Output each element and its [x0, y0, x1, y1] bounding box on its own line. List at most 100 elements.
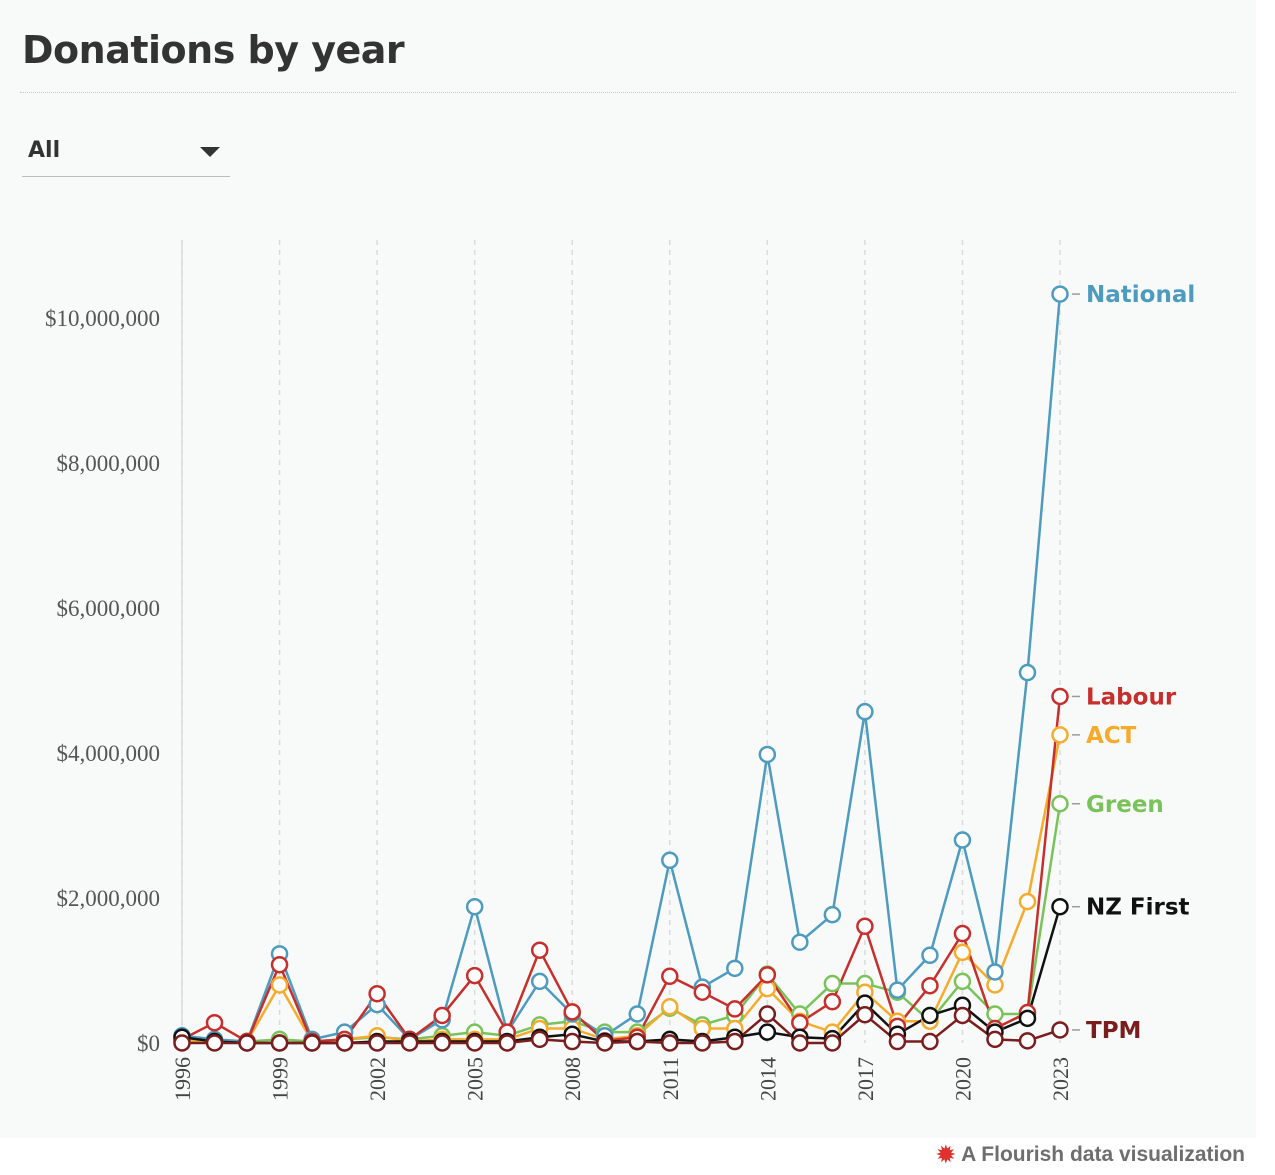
y-tick-label: $8,000,000 [57, 451, 161, 476]
data-point [758, 966, 777, 984]
data-point [270, 976, 289, 994]
x-tick-label: 2005 [463, 1057, 488, 1101]
series-label-green: Green [1086, 792, 1164, 818]
x-tick-label: 1999 [268, 1057, 293, 1101]
data-point [628, 1032, 647, 1051]
data-point [661, 998, 679, 1016]
series-label-labour: Labour [1086, 684, 1177, 710]
data-point [693, 1034, 712, 1052]
x-tick-label: 2014 [755, 1057, 780, 1101]
y-tick-label: $6,000,000 [57, 596, 161, 621]
data-point [693, 983, 712, 1001]
data-point [433, 1034, 451, 1052]
flourish-credit[interactable]: ✹ A Flourish data visualization [937, 1143, 1245, 1167]
title-divider [20, 92, 1236, 93]
data-point [628, 1005, 647, 1023]
y-tick-label: $10,000,000 [45, 306, 160, 331]
party-filter-dropdown[interactable]: All [22, 128, 230, 177]
data-point [856, 917, 874, 936]
data-point [726, 1000, 744, 1018]
series-line-green [182, 803, 1062, 1043]
series-label-act: ACT [1086, 723, 1137, 749]
data-point [758, 1023, 777, 1041]
data-point [1051, 795, 1069, 813]
data-point [270, 955, 289, 974]
filter-selected-value: All [28, 138, 61, 163]
data-point [921, 1032, 939, 1051]
x-tick-label: 1996 [170, 1057, 195, 1101]
data-point [758, 1005, 777, 1023]
data-point [791, 933, 809, 951]
data-point [1051, 897, 1069, 916]
data-point [173, 1034, 191, 1052]
data-point [661, 1034, 679, 1052]
data-point [530, 941, 549, 959]
data-point [530, 1030, 549, 1049]
data-point [1018, 663, 1037, 682]
data-point [238, 1034, 256, 1052]
y-tick-label: $2,000,000 [57, 886, 161, 911]
data-point [986, 1030, 1004, 1049]
data-point [888, 981, 907, 999]
data-point [205, 1013, 224, 1032]
data-point [986, 963, 1004, 981]
data-point [205, 1034, 224, 1052]
data-point [1051, 1021, 1069, 1039]
data-point [953, 924, 972, 943]
flourish-logo-icon: ✹ [936, 1142, 956, 1167]
data-point [661, 967, 679, 986]
data-point [270, 1034, 289, 1052]
data-point [1018, 1009, 1037, 1028]
data-point [856, 1005, 874, 1024]
data-point [791, 1034, 809, 1052]
data-point [888, 1032, 907, 1051]
series-line-national [181, 293, 1062, 1043]
series-label-national: National [1086, 282, 1195, 308]
page-title: Donations by year [22, 28, 405, 72]
data-point [335, 1034, 354, 1052]
series-line-labour [181, 696, 1062, 1043]
data-point [823, 974, 842, 993]
data-point [661, 851, 679, 870]
data-point [530, 972, 549, 991]
flourish-credit-text: A Flourish data visualization [961, 1143, 1245, 1166]
series-line-act [182, 734, 1062, 1043]
data-point [726, 1032, 744, 1051]
data-point [433, 1006, 451, 1025]
data-point [758, 745, 777, 764]
x-tick-label: 2011 [658, 1057, 683, 1100]
x-tick-label: 2017 [853, 1057, 878, 1101]
data-point [921, 946, 939, 965]
data-point [986, 1005, 1004, 1023]
data-point [791, 1013, 809, 1032]
x-tick-label: 2008 [560, 1057, 585, 1101]
data-point [953, 831, 972, 849]
data-point [823, 1034, 842, 1052]
caret-down-icon [200, 147, 220, 157]
data-point [368, 984, 386, 1003]
data-point [726, 959, 744, 978]
data-point [823, 905, 842, 924]
data-point [465, 897, 484, 916]
data-point [465, 966, 484, 985]
data-point [856, 702, 874, 721]
data-point [921, 976, 939, 995]
data-point [1018, 1032, 1037, 1050]
data-point [563, 1032, 581, 1051]
data-point [563, 1003, 581, 1021]
data-point [953, 972, 972, 991]
x-tick-label: 2002 [365, 1057, 390, 1101]
y-tick-label: $4,000,000 [57, 741, 161, 766]
data-point [303, 1034, 321, 1052]
data-point [1051, 687, 1069, 706]
data-point [498, 1034, 516, 1052]
data-point [823, 992, 842, 1011]
data-point [1051, 726, 1069, 744]
x-tick-label: 2020 [950, 1057, 975, 1101]
x-tick-label: 2023 [1048, 1057, 1073, 1101]
data-point [953, 943, 972, 962]
y-tick-label: $0 [137, 1031, 160, 1056]
data-point [1018, 892, 1037, 911]
data-point [595, 1034, 614, 1052]
